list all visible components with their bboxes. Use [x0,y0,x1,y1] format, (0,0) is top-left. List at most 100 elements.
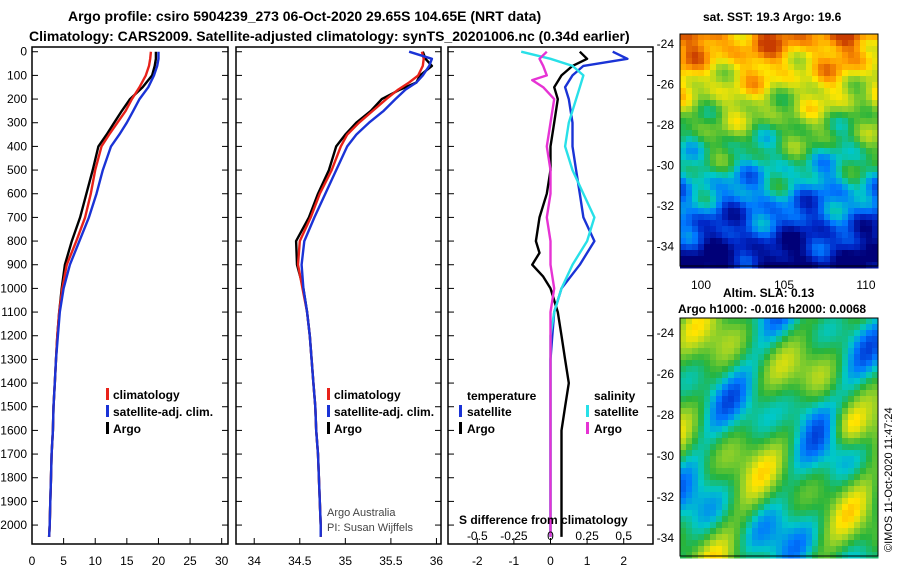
map-cell [830,516,837,523]
map-cell [800,208,807,215]
map-cell [812,336,819,343]
map-cell [782,148,789,155]
map-cell [812,154,819,161]
map-cell [836,492,843,499]
map-cell [806,244,813,251]
map-cell [716,106,723,113]
map-cell [836,40,843,47]
map-cell [842,438,849,445]
map-cell [842,474,849,481]
map-cell [842,166,849,173]
map-cell [788,426,795,433]
map-cell [734,94,741,101]
map-cell [764,250,771,257]
map-cell [752,498,759,505]
map-cell [704,366,711,373]
map-cell [680,172,687,179]
map-cell [812,546,819,553]
map-cell [818,142,825,149]
map-cell [734,366,741,373]
map-cell [836,166,843,173]
map-cell [848,396,855,403]
map-cell [842,130,849,137]
map-cell [680,100,687,107]
map-cell [764,516,771,523]
map-cell [812,142,819,149]
map-cell [818,154,825,161]
map-cell [842,522,849,529]
map-cell [848,160,855,167]
map-cell [830,40,837,47]
map-cell [734,396,741,403]
map-cell [812,64,819,71]
map-cell [680,318,687,325]
map-cell [836,244,843,251]
map-cell [860,82,867,89]
map-cell [692,354,699,361]
map-cell [698,354,705,361]
map-cell [812,232,819,239]
map-cell [734,124,741,131]
map-cell [734,214,741,221]
map-cell [782,486,789,493]
map-cell [824,160,831,167]
map-cell [830,256,837,263]
map-cell [722,432,729,439]
map-cell [818,402,825,409]
map-cell [860,480,867,487]
depth-tick-label: 2000 [0,518,27,532]
map-cell [818,184,825,191]
map-cell [692,360,699,367]
map-cell [854,178,861,185]
map-cell [866,148,873,155]
map-cell [734,546,741,553]
map-cell [752,510,759,517]
map-cell [782,40,789,47]
map-cell [752,396,759,403]
map-cell [776,480,783,487]
map-cell [788,408,795,415]
map-cell [710,136,717,143]
map-cell [848,190,855,197]
map-cell [848,232,855,239]
map-cell [794,450,801,457]
map-cell [698,528,705,535]
map-cell [710,366,717,373]
map-cell [782,384,789,391]
map-cell [806,474,813,481]
map-cell [806,262,813,269]
map-cell [842,426,849,433]
map-cell [830,64,837,71]
map-cell [836,486,843,493]
map-cell [722,486,729,493]
map-cell [680,366,687,373]
map-cell [686,196,693,203]
map-cell [770,552,777,559]
map-cell [872,354,879,361]
map-cell [830,178,837,185]
map-cell [776,256,783,263]
map-cell [836,468,843,475]
map-cell [794,70,801,77]
map-cell [866,426,873,433]
map-cell [680,336,687,343]
map-cell [680,378,687,385]
map-cell [728,70,735,77]
map-cell [752,262,759,269]
map-cell [842,414,849,421]
map-cell [770,262,777,269]
map-cell [746,142,753,149]
map-cell [830,226,837,233]
map-cell [740,432,747,439]
map-cell [734,450,741,457]
map-cell [698,360,705,367]
map-cell [818,202,825,209]
map-cell [704,324,711,331]
map-cell [812,136,819,143]
map-cell [704,226,711,233]
map-cell [734,534,741,541]
map-cell [812,330,819,337]
map-cell [764,480,771,487]
map-cell [752,184,759,191]
map-cell [812,196,819,203]
